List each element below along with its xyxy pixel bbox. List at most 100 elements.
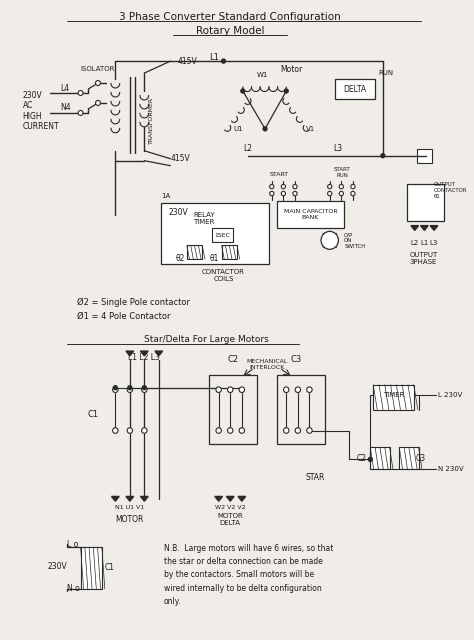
Text: TRANSFORMER: TRANSFORMER xyxy=(148,97,154,145)
Text: θ2: θ2 xyxy=(175,254,185,263)
Circle shape xyxy=(295,428,301,433)
Text: C3: C3 xyxy=(415,454,426,463)
Text: U1: U1 xyxy=(233,126,243,132)
Bar xyxy=(212,228,233,243)
Text: N 230V: N 230V xyxy=(438,467,464,472)
Polygon shape xyxy=(238,497,246,501)
Bar xyxy=(335,79,375,99)
Bar xyxy=(407,184,444,221)
Circle shape xyxy=(328,191,332,196)
Text: L1 L2 L3: L1 L2 L3 xyxy=(128,353,160,362)
Text: L2: L2 xyxy=(243,144,252,153)
Circle shape xyxy=(113,386,117,390)
Circle shape xyxy=(293,184,297,189)
Text: V1: V1 xyxy=(306,126,315,132)
Polygon shape xyxy=(215,497,222,501)
Text: 1A: 1A xyxy=(161,193,170,198)
Bar xyxy=(373,385,414,410)
Circle shape xyxy=(239,387,245,392)
Text: L3: L3 xyxy=(333,144,342,153)
Bar xyxy=(417,148,432,163)
Circle shape xyxy=(328,184,332,189)
Bar xyxy=(370,447,390,469)
Circle shape xyxy=(221,59,226,63)
Text: OUTPUT
CONTACTOR
θ1: OUTPUT CONTACTOR θ1 xyxy=(434,182,468,199)
Circle shape xyxy=(96,100,100,106)
Text: L3: L3 xyxy=(430,241,438,246)
Text: L1: L1 xyxy=(420,241,428,246)
Text: 1SEC: 1SEC xyxy=(215,233,230,238)
Circle shape xyxy=(228,387,233,392)
Circle shape xyxy=(351,191,355,196)
Text: 415V: 415V xyxy=(178,56,198,66)
Text: N4: N4 xyxy=(60,104,71,113)
Circle shape xyxy=(293,191,297,196)
Text: W1: W1 xyxy=(256,72,268,78)
Text: Ø1 = 4 Pole Contactor: Ø1 = 4 Pole Contactor xyxy=(77,312,170,321)
Text: CONTACTOR
COILS: CONTACTOR COILS xyxy=(202,269,245,282)
Circle shape xyxy=(78,90,83,95)
Circle shape xyxy=(351,184,355,189)
Text: L 230V: L 230V xyxy=(438,392,462,397)
Text: Star/Delta For Large Motors: Star/Delta For Large Motors xyxy=(144,335,269,344)
Bar xyxy=(221,245,237,259)
Text: L2: L2 xyxy=(410,241,419,246)
Circle shape xyxy=(381,154,385,157)
Text: MAIN CAPACITOR
BANK: MAIN CAPACITOR BANK xyxy=(283,209,337,220)
Text: L4: L4 xyxy=(61,83,70,93)
Text: OUTPUT
3PHASE: OUTPUT 3PHASE xyxy=(409,252,438,265)
Polygon shape xyxy=(411,226,419,230)
Text: DELTA: DELTA xyxy=(343,84,366,93)
Text: RELAY
TIMER: RELAY TIMER xyxy=(193,212,215,225)
Text: STAR: STAR xyxy=(306,473,325,482)
Circle shape xyxy=(270,191,274,196)
Text: Ø2 = Single Pole contactor: Ø2 = Single Pole contactor xyxy=(77,298,190,307)
Text: N1 U1 V1: N1 U1 V1 xyxy=(115,505,145,509)
Text: MECHANICAL
INTERLOCK: MECHANICAL INTERLOCK xyxy=(246,360,288,370)
Circle shape xyxy=(339,184,344,189)
Bar xyxy=(277,375,325,444)
Circle shape xyxy=(368,458,372,461)
Circle shape xyxy=(228,428,233,433)
Circle shape xyxy=(113,387,118,392)
Bar xyxy=(277,200,344,228)
Text: O/P
ON
SWITCH: O/P ON SWITCH xyxy=(344,232,365,249)
Text: W2 V2 V2: W2 V2 V2 xyxy=(215,505,246,509)
Text: N o: N o xyxy=(67,584,80,593)
Circle shape xyxy=(241,89,245,93)
Text: 230V
AC
HIGH
CURRENT: 230V AC HIGH CURRENT xyxy=(23,91,59,131)
Text: 415V: 415V xyxy=(170,154,190,163)
Text: MOTOR
DELTA: MOTOR DELTA xyxy=(218,513,243,525)
Bar xyxy=(399,447,419,469)
Polygon shape xyxy=(420,226,428,230)
Circle shape xyxy=(307,428,312,433)
Circle shape xyxy=(216,428,221,433)
Circle shape xyxy=(283,428,289,433)
Text: C3: C3 xyxy=(290,355,301,364)
Circle shape xyxy=(216,387,221,392)
Bar xyxy=(161,202,269,264)
Text: START: START xyxy=(270,172,289,177)
Circle shape xyxy=(321,232,338,250)
Polygon shape xyxy=(126,351,134,356)
Text: TIMER: TIMER xyxy=(383,392,404,397)
Polygon shape xyxy=(140,351,148,356)
Text: N.B.  Large motors will have 6 wires, so that
the star or delta connection can b: N.B. Large motors will have 6 wires, so … xyxy=(164,544,333,606)
Text: C2: C2 xyxy=(356,454,366,463)
Circle shape xyxy=(295,387,301,392)
Text: C1: C1 xyxy=(88,410,99,419)
Polygon shape xyxy=(111,497,119,501)
Text: MOTOR: MOTOR xyxy=(116,515,144,524)
Circle shape xyxy=(239,428,245,433)
Circle shape xyxy=(281,184,285,189)
Circle shape xyxy=(263,127,267,131)
Text: 230V: 230V xyxy=(47,563,67,572)
Polygon shape xyxy=(126,497,134,501)
Bar xyxy=(81,547,102,589)
Text: 3 Phase Converter Standard Configuration: 3 Phase Converter Standard Configuration xyxy=(119,12,341,22)
Circle shape xyxy=(96,81,100,86)
Circle shape xyxy=(307,387,312,392)
Circle shape xyxy=(113,428,118,433)
Circle shape xyxy=(281,191,285,196)
Text: 230V: 230V xyxy=(168,208,188,217)
